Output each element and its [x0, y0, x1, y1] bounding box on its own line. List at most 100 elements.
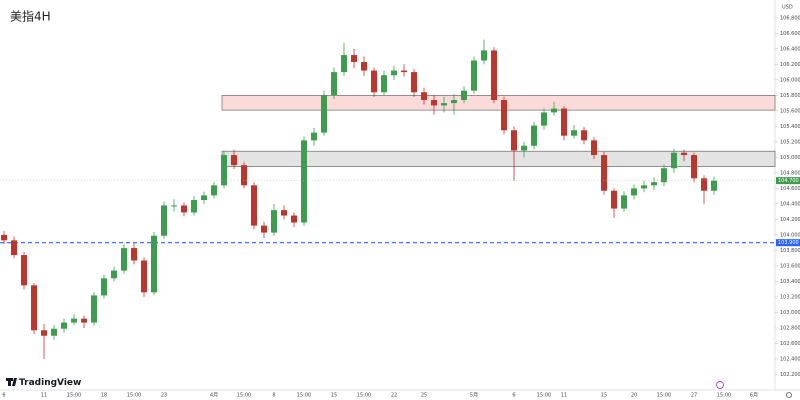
- candle-body: [121, 248, 127, 271]
- y-tick-label: 105.400: [780, 124, 800, 130]
- candle-body: [441, 103, 447, 106]
- y-tick-label: 103.800: [780, 248, 800, 254]
- candle-body: [691, 155, 697, 179]
- logo-mark: [6, 378, 17, 386]
- candle-body: [651, 182, 657, 186]
- candle-body: [1, 234, 7, 241]
- x-tick-label: 6: [512, 393, 515, 399]
- y-tick-label: 104.600: [780, 186, 800, 192]
- y-tick-label: 102.400: [780, 356, 800, 362]
- candle-body: [91, 295, 97, 323]
- x-tick-label: 23: [161, 393, 167, 399]
- candle-body: [261, 225, 267, 233]
- event-marker[interactable]: [716, 381, 724, 389]
- candle-body: [591, 140, 597, 156]
- y-tick-label: 105.000: [780, 155, 800, 161]
- x-tick-label: 5月: [470, 393, 478, 399]
- price-tag-label: 103.900: [778, 240, 799, 246]
- candle-body: [231, 155, 237, 166]
- candle-body: [561, 108, 567, 136]
- candle-body: [711, 180, 717, 191]
- x-tick-label: 6月: [750, 393, 758, 399]
- x-tick-label: 6: [2, 393, 5, 399]
- y-tick-label: 103.000: [780, 310, 800, 316]
- candle-body: [311, 132, 317, 141]
- candle-body: [411, 72, 417, 93]
- x-tick-label: 15: [331, 393, 337, 399]
- candle-body: [241, 165, 247, 186]
- x-tick-label: 27: [691, 393, 697, 399]
- candle-body: [251, 185, 257, 226]
- candle-body: [101, 278, 107, 296]
- last-price-label: 104.700: [778, 178, 799, 184]
- candle-body: [51, 328, 57, 336]
- candle-body: [81, 318, 87, 323]
- price-tag: [776, 239, 800, 247]
- candle-body: [141, 260, 147, 293]
- candle-body: [581, 130, 587, 141]
- x-tick-label: 15:00: [127, 393, 141, 399]
- candle-body: [491, 50, 497, 101]
- candle-body: [701, 178, 707, 191]
- candle-body: [641, 185, 647, 189]
- candle-body: [661, 168, 667, 183]
- candle-body: [211, 185, 217, 196]
- candle-body: [201, 195, 207, 201]
- candle-body: [341, 55, 347, 73]
- y-tick-label: 106.800: [780, 15, 800, 21]
- candle-body: [291, 215, 297, 223]
- y-tick-label: 104.400: [780, 201, 800, 207]
- candle-body: [171, 205, 177, 207]
- y-tick-label: 106.200: [780, 62, 800, 68]
- candle-body: [541, 112, 547, 126]
- y-tick-label: 103.200: [780, 294, 800, 300]
- candle-body: [631, 188, 637, 196]
- candle-body: [461, 90, 467, 101]
- candle-body: [31, 285, 37, 331]
- y-tick-label: 102.800: [780, 325, 800, 331]
- currency-label: USD: [782, 5, 793, 11]
- y-tick-label: 105.800: [780, 93, 800, 99]
- x-tick-label: 15:00: [67, 393, 81, 399]
- x-tick-label: 20: [631, 393, 637, 399]
- x-tick-label: 15:00: [357, 393, 371, 399]
- candle-body: [361, 62, 367, 71]
- candle-body: [161, 205, 167, 236]
- x-tick-label: 18: [101, 393, 107, 399]
- candle-body: [281, 210, 287, 216]
- logo-text: TradingView: [19, 378, 81, 388]
- x-tick-label: 15:00: [237, 393, 251, 399]
- y-tick-label: 103.400: [780, 279, 800, 285]
- candle-body: [301, 140, 307, 223]
- candle-body: [471, 60, 477, 91]
- y-tick-label: 106.000: [780, 77, 800, 83]
- candle-body: [451, 100, 457, 104]
- candle-body: [551, 108, 557, 113]
- candle-body: [111, 270, 117, 279]
- last-price-tag: [776, 177, 800, 185]
- y-tick-label: 102.600: [780, 341, 800, 347]
- y-tick-label: 104.000: [780, 232, 800, 238]
- x-tick-label: 15:00: [537, 393, 551, 399]
- chart-title: 美指4H: [10, 9, 51, 24]
- x-tick-label: 15:00: [297, 393, 311, 399]
- settings-button[interactable]: [786, 392, 792, 398]
- candle-body: [611, 190, 617, 209]
- candle-body: [351, 55, 357, 63]
- zone: [221, 95, 776, 111]
- candle-body: [531, 125, 537, 146]
- candle-body: [61, 322, 67, 329]
- candle-body: [41, 330, 47, 336]
- logo: TradingView: [6, 378, 81, 388]
- candle-body: [21, 255, 27, 286]
- x-tick-label: 25: [421, 393, 427, 399]
- candle-body: [501, 100, 507, 131]
- candle-body: [271, 210, 277, 233]
- candle-body: [481, 50, 487, 61]
- candle-body: [221, 155, 227, 186]
- x-tick-label: 11: [41, 393, 47, 399]
- candle-body: [321, 95, 327, 133]
- candle-body: [381, 75, 387, 93]
- candle-body: [181, 205, 187, 213]
